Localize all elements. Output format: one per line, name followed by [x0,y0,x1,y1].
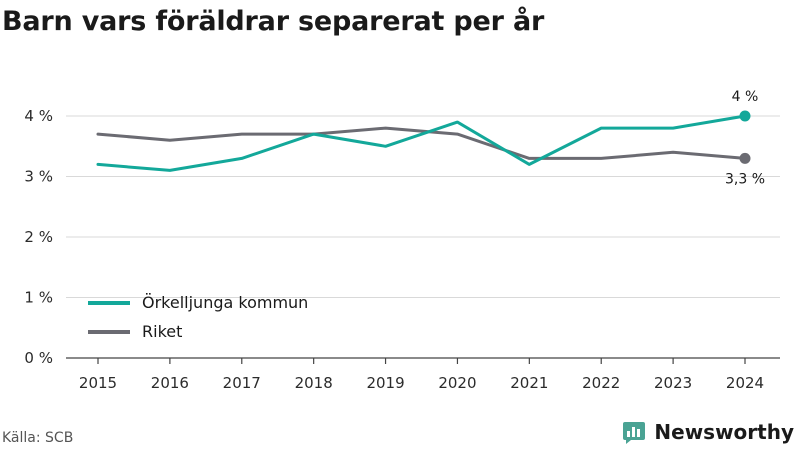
x-tick-label: 2021 [510,374,548,392]
x-axis [66,357,780,364]
x-tick-label: 2019 [366,374,404,392]
legend-label-riket: Riket [142,322,183,341]
data-label: 4 % [732,89,759,105]
legend-item-riket: Riket [88,317,308,346]
series-lines [96,114,747,172]
source-note: Källa: SCB [2,430,74,446]
series-line [96,126,747,160]
end-markers [739,110,751,164]
y-grid [66,115,780,298]
y-tick-label: 2 % [24,228,53,246]
x-tick-label: 2017 [223,374,261,392]
x-tick-label: 2023 [654,374,692,392]
legend-swatch-riket [88,329,130,334]
legend-label-orkelljunga: Örkelljunga kommun [142,293,309,312]
data-labels: 4 % 3,3 % [725,89,765,187]
data-label: 3,3 % [725,171,765,187]
end-marker [739,110,751,122]
series-line [96,114,747,172]
x-axis-labels: 2015 2016 2017 2018 2019 2020 2021 2022 2023 2024 [79,374,764,392]
legend-swatch-orkelljunga [88,300,130,305]
brand-logo: Newsworthy [622,420,794,444]
y-tick-label: 4 % [24,107,53,125]
brand-name: Newsworthy [654,420,794,444]
y-axis-labels: 0 % 1 % 2 % 3 % 4 % [24,107,53,367]
chart-title: Barn vars föräldrar separerat per år [2,6,545,37]
x-tick-label: 2024 [726,374,764,392]
x-tick-label: 2018 [295,374,333,392]
legend: Örkelljunga kommun Riket [88,288,308,346]
x-tick-label: 2022 [582,374,620,392]
x-tick-label: 2015 [79,374,117,392]
y-tick-label: 3 % [24,168,53,186]
y-tick-label: 0 % [24,349,53,367]
chart-logo-icon [623,422,646,444]
x-tick-label: 2020 [438,374,476,392]
x-tick-label: 2016 [151,374,189,392]
y-tick-label: 1 % [24,289,53,307]
legend-item-orkelljunga: Örkelljunga kommun [88,288,308,317]
end-marker [739,152,751,164]
